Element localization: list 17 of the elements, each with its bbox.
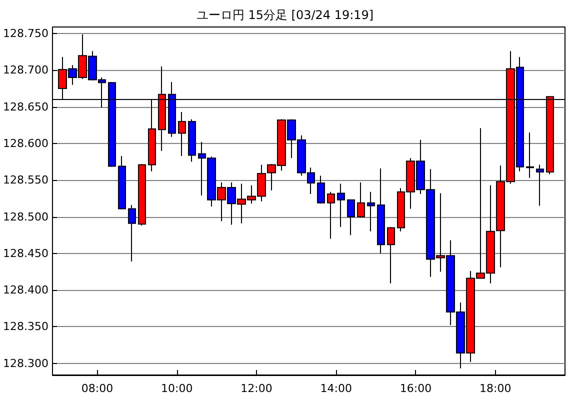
x-tick-label: 10:00 [161,382,193,395]
y-tick-label: 128.400 [2,284,48,297]
chart-title: ユーロ円 15分足 [03/24 19:19] [196,8,374,22]
y-tick-label: 128.450 [2,246,48,260]
y-tick-label: 128.700 [2,64,48,77]
y-tick-label: 128.750 [2,27,48,40]
y-tick-label: 128.350 [2,320,48,334]
x-tick-label: 08:00 [81,382,114,395]
x-tick-label: 18:00 [479,382,512,395]
y-tick-label: 128.550 [2,174,48,187]
y-tick-label: 128.300 [2,356,48,370]
x-tick-label: 16:00 [400,382,432,395]
x-tick-label: 14:00 [320,382,352,395]
y-tick-label: 128.500 [2,210,48,224]
y-tick-label: 128.650 [2,100,48,114]
x-tick-label: 12:00 [240,382,272,395]
y-tick-label: 128.600 [2,136,48,150]
